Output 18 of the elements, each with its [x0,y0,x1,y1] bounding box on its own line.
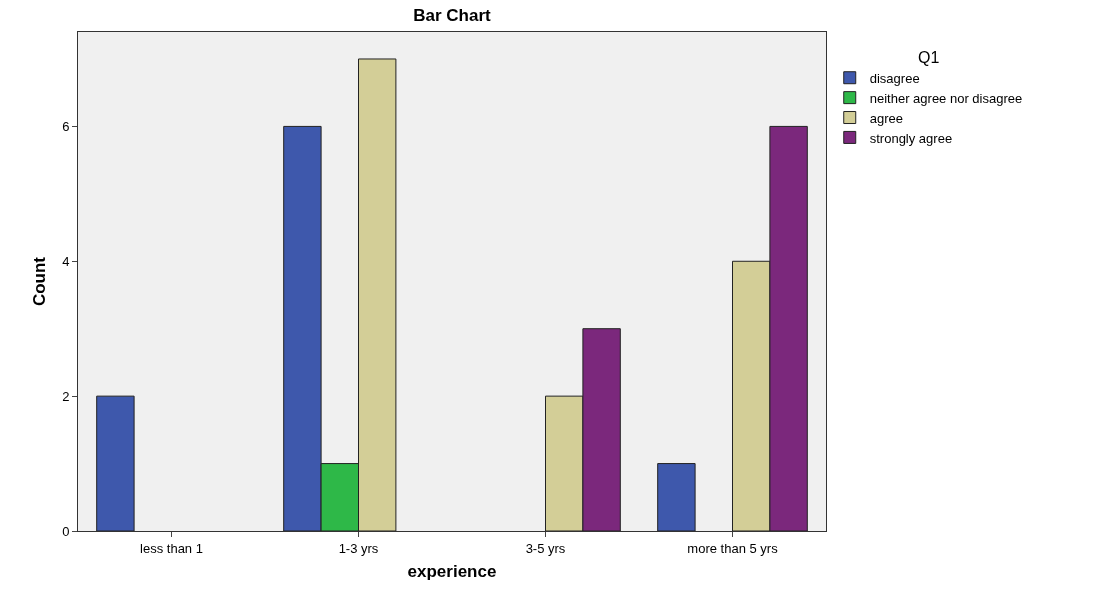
legend-label: disagree [869,70,920,86]
legend-label: neither agree nor disagree [869,90,1023,106]
legend-label: strongly agree [869,130,953,146]
bar [96,395,135,531]
legend-label: agree [869,110,903,126]
y-tick-label: 6 [62,118,70,134]
x-axis-title: experience [407,562,497,581]
legend-title: Q1 [918,48,940,66]
y-tick-label: 2 [62,388,70,404]
x-tick-label: more than 5 yrs [687,540,779,556]
x-tick-label: 3-5 yrs [525,540,566,556]
y-axis-title: Count [29,256,49,307]
bar [657,463,696,531]
x-tick-label: less than 1 [140,540,203,556]
x-tick-label: 1-3 yrs [338,540,379,556]
chart-title: Bar Chart [413,5,492,25]
y-tick-label: 4 [62,253,70,269]
y-tick-label: 0 [62,523,70,539]
